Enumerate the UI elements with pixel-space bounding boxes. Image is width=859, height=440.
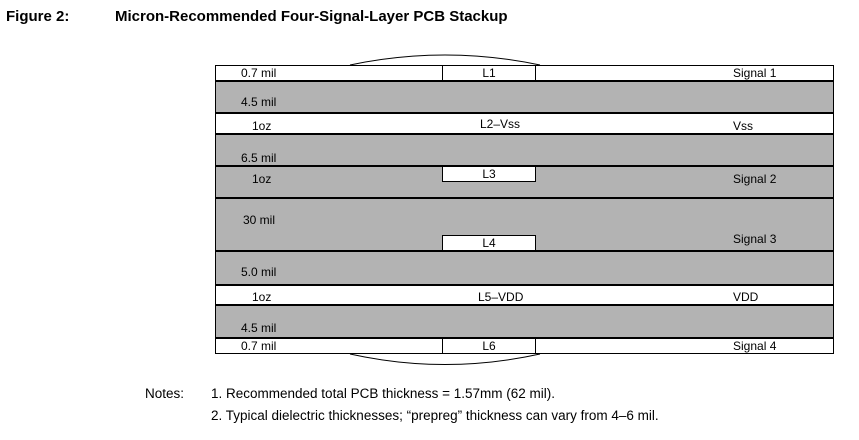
notes-heading: Notes: — [145, 386, 185, 401]
layer-box-l1: L1 — [442, 65, 536, 81]
layer-name-l2-vss: L2–Vss — [480, 117, 521, 131]
layer-box-l6: L6 — [442, 338, 536, 354]
layer-box-l4: L4 — [442, 235, 536, 251]
signal-label: Signal 4 — [733, 339, 777, 353]
thickness-label: 1oz — [252, 119, 272, 133]
thickness-label: 1oz — [252, 172, 272, 186]
note-item: 2. Typical dielectric thicknesses; “prep… — [211, 408, 659, 423]
dielectric-4-5-mil-top — [215, 81, 834, 113]
layer-name-l5-vdd: L5–VDD — [478, 290, 524, 304]
layer-l5-vdd — [215, 285, 834, 305]
layer-l2-vss — [215, 113, 834, 134]
thickness-label: 6.5 mil — [241, 151, 277, 165]
thickness-label: 5.0 mil — [241, 265, 277, 279]
thickness-label: 0.7 mil — [241, 339, 277, 353]
thickness-label: 30 mil — [243, 213, 276, 227]
figure-label: Figure 2: — [6, 8, 70, 25]
dielectric-5-0-mil — [215, 251, 834, 285]
signal-label: Signal 2 — [733, 172, 777, 186]
signal-label: Signal 3 — [733, 232, 777, 246]
thickness-label: 0.7 mil — [241, 66, 277, 80]
signal-label: Signal 1 — [733, 66, 777, 80]
figure-title: Micron-Recommended Four-Signal-Layer PCB… — [115, 8, 508, 25]
power-label: Vss — [733, 119, 754, 133]
thickness-label: 4.5 mil — [241, 95, 277, 109]
thickness-label: 4.5 mil — [241, 321, 277, 335]
power-label: VDD — [733, 290, 759, 304]
dielectric-6-5-mil — [215, 134, 834, 166]
thickness-label: 1oz — [252, 290, 272, 304]
dielectric-4-5-mil-bottom — [215, 305, 834, 338]
layer-box-l3: L3 — [442, 166, 536, 182]
note-item: 1. Recommended total PCB thickness = 1.5… — [211, 386, 556, 401]
